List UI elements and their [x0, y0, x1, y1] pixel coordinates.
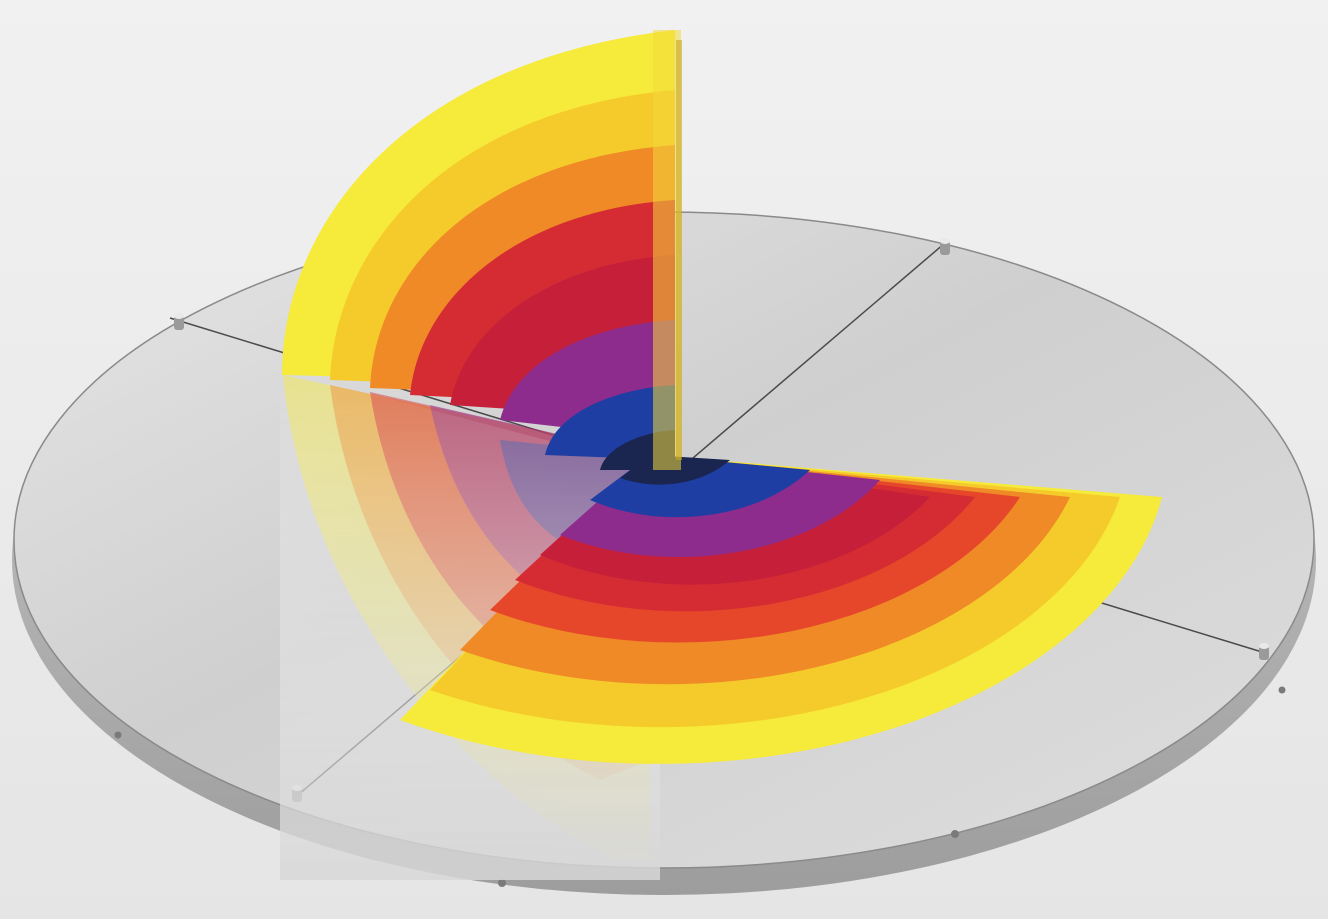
screw	[498, 879, 506, 887]
screw	[114, 731, 122, 739]
vertical-arc-set	[282, 30, 682, 470]
stud	[940, 238, 950, 255]
screw	[1278, 686, 1286, 694]
stud	[174, 313, 184, 330]
horizontal-arc-set	[400, 455, 1162, 764]
screw	[951, 830, 959, 838]
axis-edge-shadow	[676, 40, 682, 460]
stud	[1259, 643, 1269, 660]
